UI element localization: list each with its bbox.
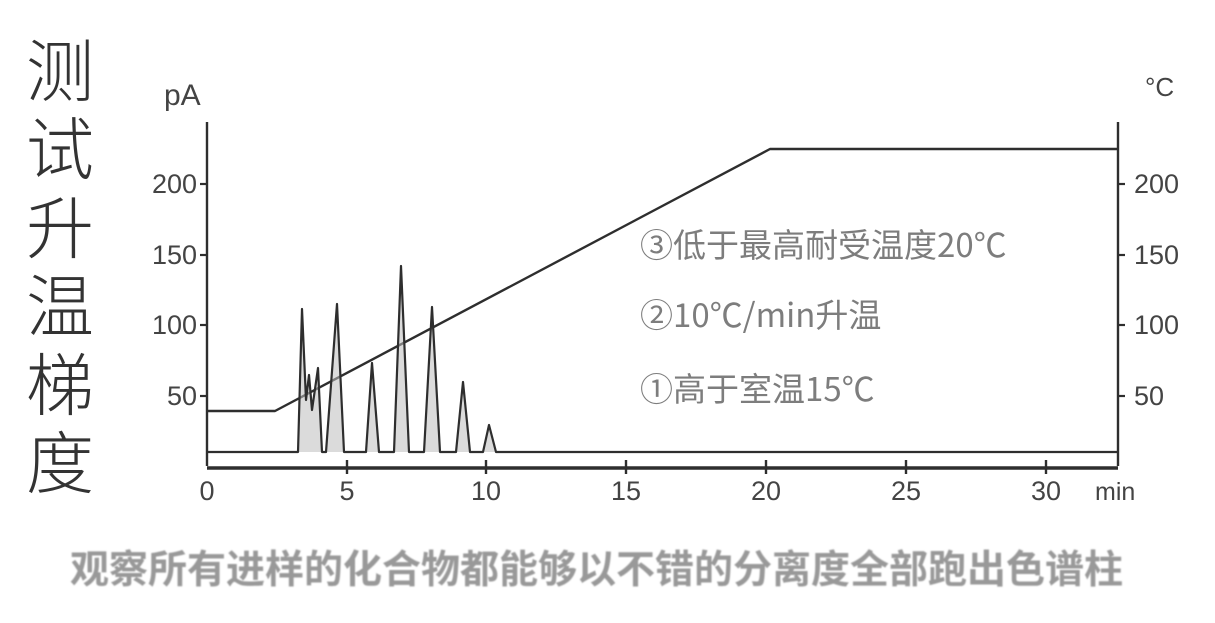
- svg-text:150: 150: [152, 240, 197, 270]
- svg-text:0: 0: [199, 476, 214, 506]
- svg-text:30: 30: [1031, 476, 1061, 506]
- svg-text:度: 度: [26, 409, 94, 508]
- svg-text:100: 100: [152, 310, 197, 340]
- svg-text:°C: °C: [1145, 72, 1174, 102]
- svg-text:5: 5: [339, 476, 354, 506]
- svg-text:③低于最高耐受温度20℃: ③低于最高耐受温度20℃: [640, 219, 1007, 267]
- svg-text:pA: pA: [164, 79, 201, 112]
- svg-text:50: 50: [167, 381, 197, 411]
- svg-text:25: 25: [891, 476, 921, 506]
- svg-text:200: 200: [1134, 169, 1179, 199]
- svg-text:②10℃/min升温: ②10℃/min升温: [640, 289, 881, 337]
- svg-text:100: 100: [1134, 310, 1179, 340]
- svg-text:50: 50: [1134, 381, 1164, 411]
- svg-text:15: 15: [611, 476, 641, 506]
- svg-text:观察所有进样的化合物都能够以不错的分离度全部跑出色谱柱: 观察所有进样的化合物都能够以不错的分离度全部跑出色谱柱: [70, 539, 1123, 595]
- svg-text:200: 200: [152, 169, 197, 199]
- svg-text:150: 150: [1134, 240, 1179, 270]
- svg-text:①高于室温15℃: ①高于室温15℃: [640, 363, 875, 411]
- svg-text:min: min: [1095, 478, 1135, 506]
- svg-text:10: 10: [471, 476, 501, 506]
- svg-text:20: 20: [751, 476, 781, 506]
